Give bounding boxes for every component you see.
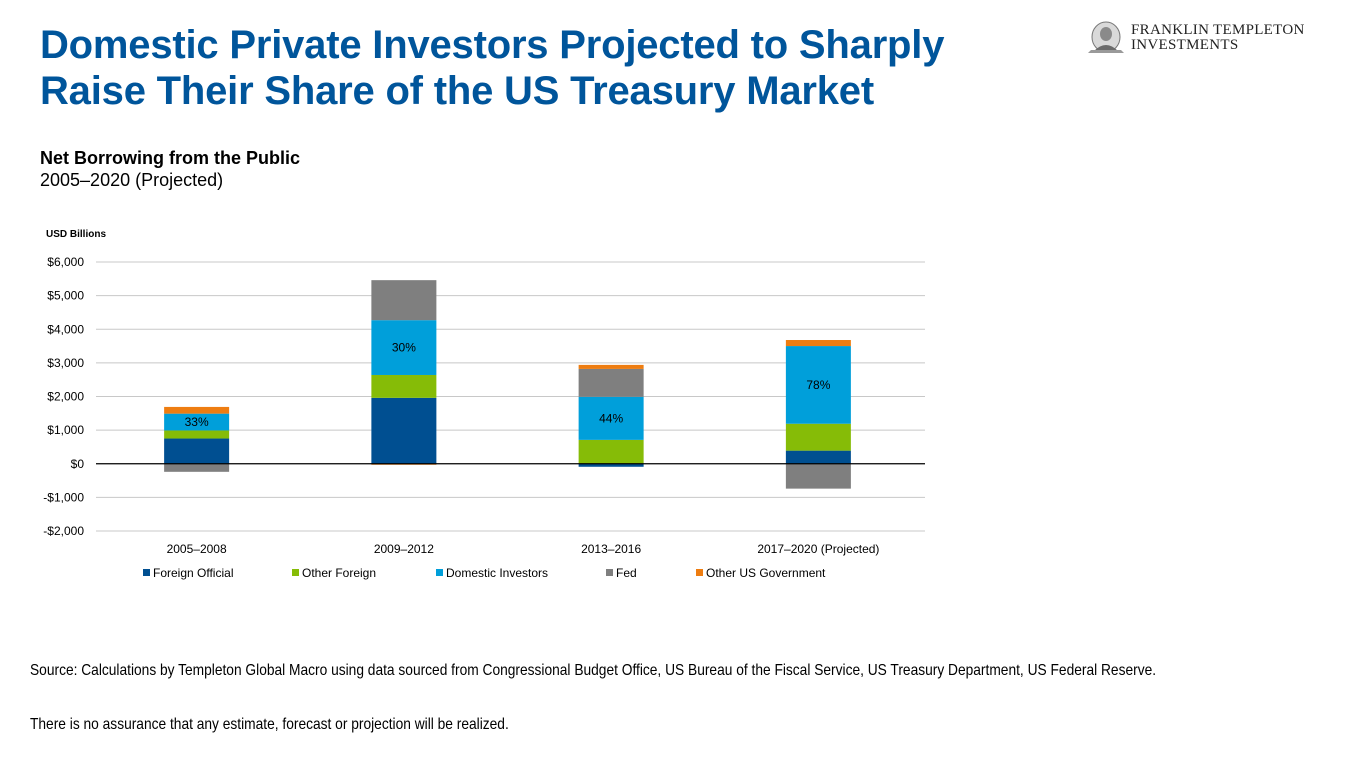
bar-segment-foreign-official — [371, 397, 437, 464]
bar-segment-foreign-official — [578, 463, 644, 467]
legend-item: Other Foreign — [292, 566, 376, 580]
page-title: Domestic Private Investors Projected to … — [40, 22, 944, 114]
source-note: Source: Calculations by Templeton Global… — [30, 662, 1157, 679]
chart-subtitle: 2005–2020 (Projected) — [40, 170, 224, 190]
y-tick-label: $5,000 — [47, 289, 84, 303]
category-labels: 2005–2008 2009–2012 2013–2016 2017–2020 (Pr… — [167, 542, 880, 556]
legend: Foreign Official Other Foreign Domestic In… — [143, 566, 826, 580]
data-label: 44% — [599, 411, 623, 425]
legend-item: Foreign Official — [143, 566, 233, 580]
logo-line-2: INVESTMENTS — [1131, 37, 1239, 53]
bar-segment-fed — [785, 463, 851, 489]
y-tick-label: $6,000 — [47, 255, 84, 269]
chart-title: Net Borrowing from the Public — [40, 148, 301, 168]
bar-segment-foreign-official — [164, 438, 230, 464]
y-tick-label: $0 — [71, 457, 85, 471]
bar-segment-domestic-investors — [785, 346, 851, 424]
bar-segment-other-us-government — [164, 406, 230, 414]
bar-stack — [578, 364, 644, 467]
franklin-portrait-icon — [1088, 21, 1124, 53]
bar-stack — [785, 340, 851, 489]
legend-swatch — [696, 569, 703, 576]
bar-segment-other-us-government — [785, 340, 851, 347]
y-axis-label: USD Billions — [46, 229, 106, 240]
data-label: 78% — [806, 378, 830, 392]
legend-swatch — [292, 569, 299, 576]
legend-label: Other US Government — [706, 566, 826, 580]
bar-stack — [164, 406, 230, 472]
bar-segment-domestic-investors — [578, 396, 644, 440]
bar-stack — [371, 280, 437, 465]
title-line-2: Raise Their Share of the US Treasury Mar… — [40, 69, 874, 113]
legend-label: Domestic Investors — [446, 566, 548, 580]
legend-label: Foreign Official — [153, 566, 233, 580]
bar-segment-domestic-investors — [371, 320, 437, 375]
bar-segment-fed — [164, 463, 230, 472]
y-tick-labels: $6,000 $5,000 $4,000 $3,000 $2,000 $1,000 $0 -$… — [43, 255, 84, 538]
bar-segment-other-us-government — [578, 364, 644, 369]
y-tick-label: -$2,000 — [43, 524, 84, 538]
data-label: 30% — [392, 341, 416, 355]
bar-segment-other-foreign — [785, 423, 851, 451]
x-tick-label: 2005–2008 — [167, 542, 227, 556]
bar-segment-fed — [371, 280, 437, 321]
bars — [164, 280, 851, 489]
company-logo: FRANKLIN TEMPLETON INVESTMENTS — [1088, 20, 1305, 56]
bar-segment-other-foreign — [371, 374, 437, 398]
legend-item: Fed — [606, 566, 637, 580]
y-tick-label: $1,000 — [47, 423, 84, 437]
bar-segment-domestic-investors — [164, 413, 230, 431]
y-tick-label: $2,000 — [47, 390, 84, 404]
stacked-bar-chart: USD Billions $6,000 $5,000 $4,000 $3,000 $2,… — [43, 229, 925, 580]
legend-item: Other US Government — [696, 566, 826, 580]
legend-label: Other Foreign — [302, 566, 376, 580]
logo-line-1: FRANKLIN TEMPLETON — [1131, 22, 1305, 38]
y-tick-label: -$1,000 — [43, 490, 84, 504]
bar-segment-other-foreign — [578, 439, 644, 464]
data-label: 33% — [185, 415, 209, 429]
y-tick-label: $3,000 — [47, 356, 84, 370]
legend-label: Fed — [616, 566, 637, 580]
title-line-1: Domestic Private Investors Projected to … — [40, 23, 945, 67]
bar-segment-other-foreign — [164, 430, 230, 439]
x-tick-label: 2009–2012 — [374, 542, 434, 556]
y-tick-label: $4,000 — [47, 322, 84, 336]
legend-swatch — [143, 569, 150, 576]
data-labels: 33% 30% 44% 78% — [185, 341, 831, 429]
chart-heading: Net Borrowing from the Public 2005–2020 … — [40, 147, 300, 191]
bar-segment-foreign-official — [785, 450, 851, 464]
bar-segment-fed — [578, 368, 644, 397]
disclaimer: There is no assurance that any estimate,… — [30, 716, 509, 733]
legend-swatch — [436, 569, 443, 576]
legend-swatch — [606, 569, 613, 576]
x-tick-label: 2013–2016 — [581, 542, 641, 556]
legend-item: Domestic Investors — [436, 566, 548, 580]
x-tick-label: 2017–2020 (Projected) — [757, 542, 879, 556]
